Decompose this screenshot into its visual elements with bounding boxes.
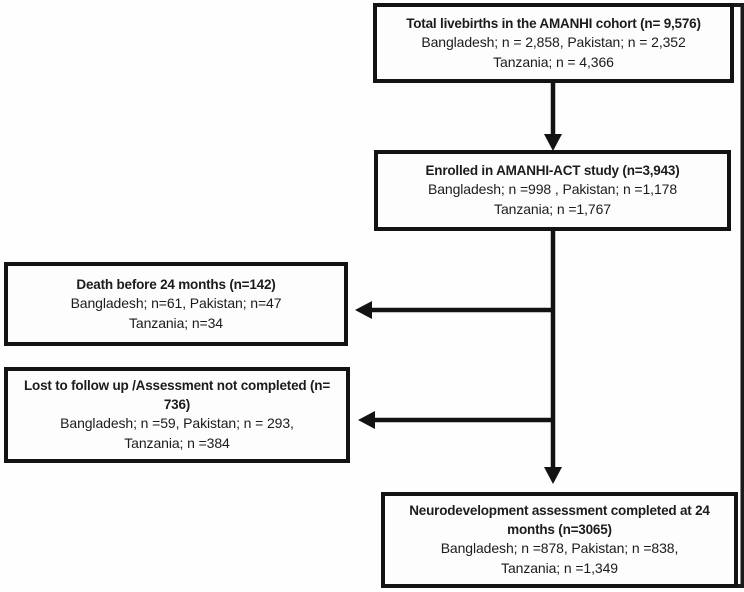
box-title: Death before 24 months (n=142) xyxy=(76,276,276,292)
box-detail-line: Tanzania; n =1,767 xyxy=(494,201,611,218)
arrow-enrolled-to-completed-head xyxy=(544,467,562,484)
flow-box-lost-to-follow-up: Lost to follow up /Assessment not comple… xyxy=(4,367,350,463)
box-title: Enrolled in AMANHI-ACT study (n=3,943) xyxy=(425,163,680,179)
box-detail-line: Bangladesh; n =59, Pakistan; n = 293, xyxy=(60,415,294,432)
box-detail-line: Bangladesh; n =878, Pakistan; n =838, xyxy=(440,540,679,557)
arrow-branch-death-head xyxy=(355,301,372,319)
box-title: Total livebirths in the AMANHI cohort (n… xyxy=(406,15,701,31)
box-detail-line: Bangladesh; n =998 , Pakistan; n =1,178 xyxy=(427,181,678,198)
arrow-total-to-enrolled-head xyxy=(544,134,562,151)
flow-box-total-livebirths: Total livebirths in the AMANHI cohort (n… xyxy=(373,3,734,83)
figure-edge-line-bottom xyxy=(734,584,744,588)
box-detail-line: Tanzania; n = 4,366 xyxy=(493,53,614,70)
box-detail-line: Tanzania; n =1,349 xyxy=(501,560,618,577)
flow-box-enrolled: Enrolled in AMANHI-ACT study (n=3,943) B… xyxy=(374,150,731,231)
figure-edge-line-right xyxy=(740,3,744,588)
box-detail-line: Tanzania; n =384 xyxy=(124,435,230,452)
flow-box-assessment-completed: Neurodevelopment assessment completed at… xyxy=(381,492,738,588)
arrow-branch-lost-head xyxy=(358,411,375,429)
box-detail-line: Bangladesh; n = 2,858, Pakistan; n = 2,3… xyxy=(421,33,686,50)
flow-box-death-before-24-months: Death before 24 months (n=142) Banglades… xyxy=(4,262,348,346)
box-title: Neurodevelopment assessment completed at… xyxy=(409,502,710,538)
box-detail-line: Tanzania; n=34 xyxy=(129,314,223,331)
box-title: Lost to follow up /Assessment not comple… xyxy=(24,377,330,413)
box-detail-line: Bangladesh; n=61, Pakistan; n=47 xyxy=(70,294,282,311)
figure-edge-line-top xyxy=(729,3,744,7)
